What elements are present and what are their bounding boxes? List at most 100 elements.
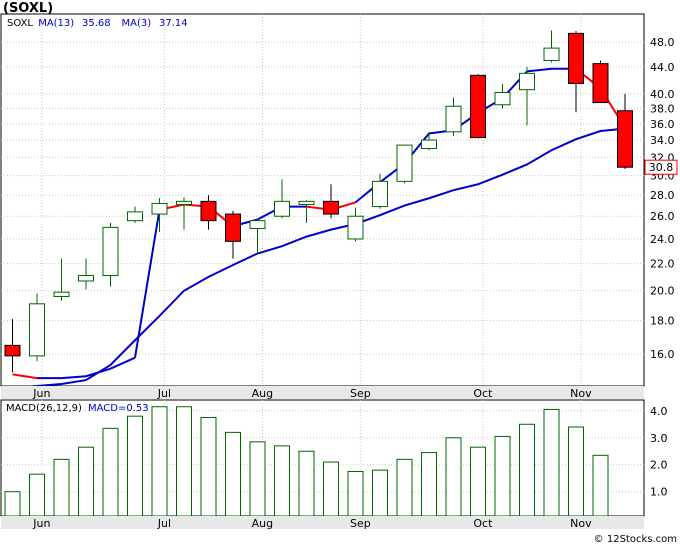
legend-label: MA(13) bbox=[38, 18, 74, 29]
macd-bar bbox=[274, 445, 290, 517]
candle bbox=[176, 197, 192, 230]
candle bbox=[53, 258, 70, 301]
candle-body bbox=[592, 63, 609, 104]
candle-body bbox=[568, 32, 584, 84]
macd-x-axis-strip bbox=[1, 516, 644, 529]
candle-body bbox=[200, 200, 217, 222]
price-y-tick-label: 48.0 bbox=[650, 36, 675, 49]
macd-bar bbox=[151, 406, 168, 517]
macd-bar bbox=[78, 446, 94, 517]
price-y-tick-label: 24.0 bbox=[650, 233, 675, 246]
candle bbox=[102, 222, 119, 287]
macd-bar bbox=[470, 446, 486, 517]
candle-body bbox=[225, 213, 241, 242]
price-panel: 16.018.020.022.024.026.028.030.032.034.0… bbox=[0, 13, 678, 400]
candle bbox=[347, 207, 364, 242]
macd-bar bbox=[127, 415, 143, 517]
macd-bar bbox=[592, 454, 609, 517]
candle bbox=[372, 173, 388, 209]
last-price-box bbox=[644, 159, 678, 175]
candle-body bbox=[176, 200, 192, 205]
candle-body bbox=[249, 220, 266, 230]
macd-panel: 1.0 2.0 3.0 4.0 MACD(26,12,9) MACD=0.53 Jun J… bbox=[0, 399, 668, 530]
candle-body bbox=[29, 303, 45, 357]
macd-bar bbox=[4, 491, 21, 517]
price-gridlines bbox=[1, 41, 644, 355]
macd-legend-label: MACD(26,12,9) bbox=[6, 403, 82, 414]
ma13-line bbox=[12, 127, 626, 389]
price-x-tick-label: Aug bbox=[252, 387, 273, 400]
price-x-tick-label: Nov bbox=[570, 387, 592, 400]
macd-bar bbox=[445, 437, 462, 517]
macd-legend-value: MACD=0.53 bbox=[88, 403, 149, 414]
macd-x-tick-label: Jul bbox=[157, 517, 171, 530]
candles-group bbox=[4, 30, 633, 373]
candle-body bbox=[151, 202, 168, 215]
candle bbox=[249, 218, 266, 254]
price-panel-frame bbox=[0, 13, 645, 387]
candle bbox=[4, 319, 21, 373]
macd-gridlines bbox=[1, 410, 644, 493]
candle bbox=[519, 66, 535, 126]
ma3-line-segment bbox=[61, 375, 87, 380]
macd-bar bbox=[200, 417, 217, 517]
legend-label: MA(3) bbox=[122, 18, 152, 29]
macd-bar bbox=[225, 431, 241, 517]
ma3-line-segment bbox=[110, 356, 136, 370]
price-legend: SOXL MA(13) 35.68 MA(3) 37.14 bbox=[7, 18, 188, 29]
candle-body bbox=[617, 110, 633, 168]
macd-x-tick-labels: Jun Jul Aug Sep Oct Nov bbox=[32, 517, 592, 530]
candle bbox=[78, 258, 94, 290]
candle-body bbox=[274, 200, 290, 217]
price-y-tick-label: 18.0 bbox=[650, 315, 675, 328]
candle bbox=[617, 93, 633, 170]
macd-y-tick-label: 4.0 bbox=[650, 405, 668, 418]
price-y-tick-label: 28.0 bbox=[650, 189, 675, 202]
candle bbox=[421, 131, 437, 151]
candle bbox=[396, 144, 413, 184]
macd-x-tick-label: Oct bbox=[473, 517, 493, 530]
price-y-tick-labels: 16.018.020.022.024.026.028.030.032.034.0… bbox=[650, 36, 675, 361]
candle bbox=[494, 84, 511, 109]
ma3-line-segment bbox=[12, 373, 38, 380]
legend-value: 37.14 bbox=[159, 18, 188, 29]
price-y-tick-label: 36.0 bbox=[650, 118, 675, 131]
candle-body bbox=[519, 72, 535, 91]
candle-body bbox=[4, 344, 21, 357]
macd-y-tick-label: 2.0 bbox=[650, 459, 668, 472]
macd-bar bbox=[519, 423, 535, 517]
macd-bar bbox=[53, 458, 70, 517]
macd-bar bbox=[347, 470, 364, 517]
ma13-line-group bbox=[12, 127, 626, 389]
ma3-line-segment bbox=[526, 67, 552, 73]
price-y-tick-label: 34.0 bbox=[650, 134, 675, 147]
macd-x-tick-label: Jun bbox=[32, 517, 50, 530]
macd-bar bbox=[568, 426, 584, 517]
candle-body bbox=[421, 139, 437, 150]
macd-bar bbox=[176, 406, 192, 517]
candle bbox=[200, 195, 217, 230]
price-y-tick-label: 40.0 bbox=[650, 88, 675, 101]
macd-y-tick-labels: 1.0 2.0 3.0 4.0 bbox=[650, 405, 668, 499]
chart-header: (SOXL) SOXL MA(13) 35.68 MA(3) 37.14 bbox=[3, 1, 188, 29]
candle bbox=[151, 198, 168, 232]
candle bbox=[323, 184, 339, 219]
candle bbox=[225, 210, 241, 259]
candle-body bbox=[372, 180, 388, 208]
macd-bar bbox=[298, 450, 315, 517]
candle-body bbox=[53, 291, 70, 297]
macd-y-tick-label: 1.0 bbox=[650, 486, 668, 499]
price-y-tick-label: 20.0 bbox=[650, 285, 675, 298]
candle-body bbox=[445, 105, 462, 133]
legend-label: SOXL bbox=[7, 18, 33, 29]
price-y-tick-label: 38.0 bbox=[650, 102, 675, 115]
price-x-tick-label: Sep bbox=[350, 387, 371, 400]
candle-body bbox=[470, 74, 486, 139]
macd-y-tick-label: 3.0 bbox=[650, 432, 668, 445]
price-x-tick-label: Oct bbox=[473, 387, 493, 400]
candle-body bbox=[494, 91, 511, 106]
macd-bar bbox=[249, 441, 266, 517]
candle-body bbox=[127, 211, 143, 222]
candle bbox=[543, 30, 560, 63]
macd-bar bbox=[421, 452, 437, 517]
